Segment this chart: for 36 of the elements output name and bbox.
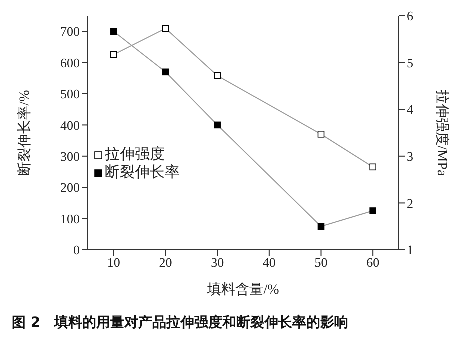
y2-tick-label: 3 bbox=[407, 149, 414, 164]
y-tick-label: 400 bbox=[60, 118, 80, 133]
point bbox=[214, 122, 221, 129]
y2-tick-label: 2 bbox=[407, 196, 414, 211]
point bbox=[214, 72, 221, 80]
y-tick-label: 200 bbox=[60, 180, 80, 196]
point bbox=[162, 25, 170, 32]
legend-label: 拉伸强度 bbox=[105, 146, 165, 164]
point bbox=[370, 208, 376, 214]
y-tick-label: 500 bbox=[60, 86, 80, 102]
x-tick-label: 20 bbox=[159, 255, 172, 270]
y-tick-label: 0 bbox=[74, 242, 80, 258]
legend-label: 断裂伸长率 bbox=[105, 164, 180, 182]
point bbox=[162, 68, 170, 76]
x-tick-label: 30 bbox=[211, 255, 224, 270]
x-tick-label: 60 bbox=[366, 255, 380, 270]
x-tick-label: 50 bbox=[314, 255, 328, 270]
point bbox=[110, 28, 118, 35]
caption: 图 2 填料的用量对产品拉伸强度和断裂伸长率的影响 bbox=[12, 314, 350, 332]
point bbox=[370, 164, 376, 171]
y2-tick-label: 4 bbox=[407, 102, 414, 118]
point bbox=[110, 51, 118, 58]
y2-tick-label: 5 bbox=[407, 55, 414, 70]
y-tick-label: 300 bbox=[60, 149, 80, 164]
x-tick-label: 40 bbox=[262, 255, 276, 270]
y2-tick-label: 6 bbox=[407, 8, 414, 24]
y2-tick-label: 1 bbox=[407, 242, 414, 258]
y-axis-title: 断裂伸长率/% bbox=[16, 90, 33, 176]
y-tick-label: 600 bbox=[60, 55, 80, 70]
x-axis-title: 填料含量/% bbox=[206, 282, 280, 298]
x-tick-label: 10 bbox=[107, 255, 120, 270]
y-tick-label: 700 bbox=[60, 24, 80, 40]
y2-axis-title: 拉伸强度/MPa bbox=[434, 90, 450, 177]
point bbox=[318, 223, 325, 230]
point bbox=[318, 131, 325, 138]
y-tick-label: 100 bbox=[60, 211, 80, 226]
